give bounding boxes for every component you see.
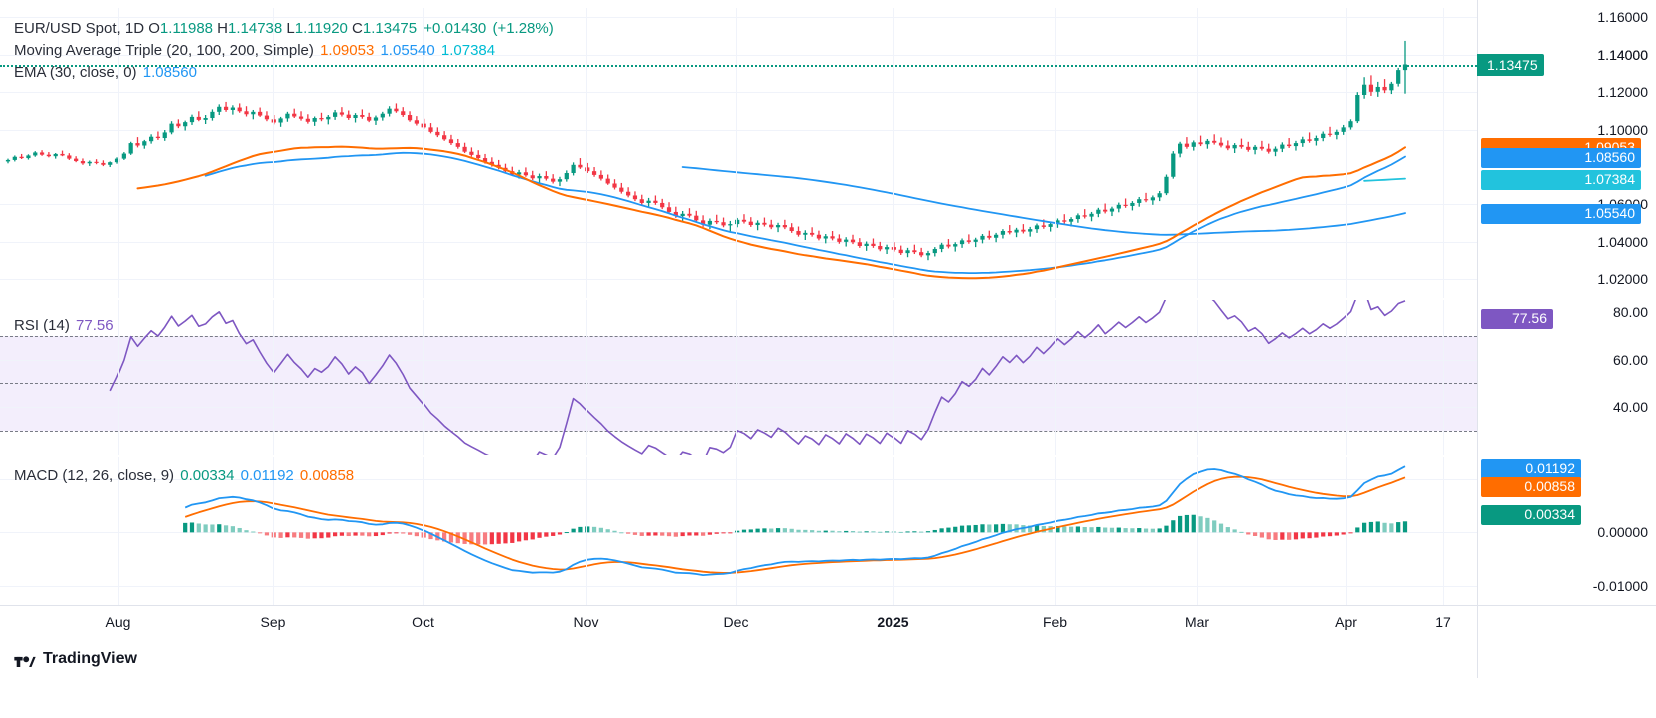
- tradingview-logo-icon: [14, 651, 36, 667]
- time-axis-tick: Oct: [412, 614, 434, 630]
- time-axis-tick: Nov: [573, 614, 599, 630]
- price-tag-value: 1.13475: [1487, 56, 1538, 73]
- indicator-price-badge[interactable]: 1.05540: [1481, 204, 1641, 225]
- rsi-midline: [0, 383, 1477, 385]
- tradingview-logo[interactable]: TradingView: [14, 650, 137, 668]
- time-grid-line: [893, 300, 894, 455]
- price-axis[interactable]: 1.160001.140001.120001.100001.060001.040…: [1477, 8, 1656, 298]
- time-axis-tick: Sep: [260, 614, 286, 630]
- time-grid-line: [118, 457, 119, 605]
- price-axis-tick: 1.10000: [1597, 121, 1648, 138]
- time-axis-tick: Apr: [1335, 614, 1357, 630]
- rsi-level-line: [0, 335, 1477, 337]
- rsi-plot-area[interactable]: [0, 300, 1477, 455]
- time-grid-line: [736, 457, 737, 605]
- time-grid-line: [1346, 457, 1347, 605]
- time-axis-tick: 17: [1435, 614, 1451, 630]
- grid-line: [0, 532, 1477, 534]
- macd-plot-area[interactable]: [0, 457, 1477, 605]
- time-grid-line: [586, 300, 587, 455]
- time-grid-line: [1055, 8, 1056, 298]
- time-grid-line: [893, 457, 894, 605]
- rsi-line-series: [109, 300, 1406, 455]
- time-grid-line: [1197, 457, 1198, 605]
- time-axis-tick: Mar: [1184, 614, 1210, 630]
- grid-line: [0, 407, 1477, 409]
- time-grid-line: [423, 300, 424, 455]
- time-grid-line: [1443, 457, 1444, 605]
- time-axis-tick: Aug: [105, 614, 131, 630]
- time-grid-line: [893, 8, 894, 298]
- time-grid-line: [1443, 8, 1444, 298]
- rsi-axis[interactable]: 60.00 40.00 80.00 77.56: [1477, 300, 1656, 455]
- time-grid-line: [118, 8, 119, 298]
- current-price-tag[interactable]: EUR/USD1.13475: [1477, 53, 1544, 76]
- time-grid-line: [1443, 300, 1444, 455]
- grid-line: [0, 204, 1477, 206]
- time-grid-line: [423, 8, 424, 298]
- time-grid-line: [1055, 300, 1056, 455]
- time-axis-tick: Dec: [723, 614, 749, 630]
- grid-line: [0, 359, 1477, 361]
- time-grid-line: [1055, 457, 1056, 605]
- macd-series: [183, 465, 1408, 576]
- rsi-axis-tick: 40.00: [1612, 399, 1648, 416]
- time-grid-line: [1346, 8, 1347, 298]
- rsi-axis-tick: 60.00: [1612, 351, 1648, 368]
- grid-line: [0, 54, 1477, 56]
- indicator-price-badge[interactable]: 1.07384: [1481, 169, 1641, 190]
- time-grid-line: [736, 300, 737, 455]
- price-axis-tick: 1.04000: [1597, 233, 1648, 250]
- grid-line: [0, 129, 1477, 131]
- price-axis-tick: 1.14000: [1597, 46, 1648, 63]
- price-axis-tick: 1.12000: [1597, 84, 1648, 101]
- grid-line: [0, 17, 1477, 19]
- macd-axis-tick: 0.00000: [1597, 524, 1648, 541]
- macd-axis-tick: -0.01000: [1592, 578, 1648, 595]
- indicator-price-badge[interactable]: 1.08560: [1481, 147, 1641, 168]
- price-plot-area[interactable]: [0, 8, 1477, 298]
- time-grid-line: [736, 8, 737, 298]
- rsi-value-badge[interactable]: 77.56: [1481, 308, 1553, 329]
- macd-pane[interactable]: 0.00000 -0.01000 0.01192 0.00858 0.00334: [0, 457, 1656, 605]
- time-grid-line: [273, 457, 274, 605]
- price-pane[interactable]: 1.160001.140001.120001.100001.060001.040…: [0, 8, 1656, 298]
- time-grid-line: [273, 300, 274, 455]
- axis-separator: [1477, 0, 1478, 678]
- price-axis-tick: 1.14000: [1597, 46, 1648, 63]
- macd-value-badge[interactable]: 0.00858: [1481, 477, 1581, 498]
- time-grid-line: [423, 457, 424, 605]
- time-grid-line: [273, 8, 274, 298]
- time-grid-line: [586, 457, 587, 605]
- time-axis[interactable]: Aug Sep Oct Nov Dec 2025 Feb Mar Apr 17: [0, 608, 1656, 642]
- rsi-axis-tick: 80.00: [1612, 303, 1648, 320]
- macd-axis[interactable]: 0.00000 -0.01000 0.01192 0.00858 0.00334: [1477, 457, 1656, 605]
- grid-line: [0, 92, 1477, 94]
- grid-line: [0, 279, 1477, 281]
- rsi-pane[interactable]: 60.00 40.00 80.00 77.56: [0, 300, 1656, 455]
- grid-line: [0, 241, 1477, 243]
- candlestick-series: [5, 40, 1408, 280]
- price-axis-tick: 1.16000: [1597, 9, 1648, 26]
- time-grid-line: [1346, 300, 1347, 455]
- time-grid-line: [1197, 8, 1198, 298]
- current-price-line: [0, 64, 1477, 67]
- price-axis-tick: 1.02000: [1597, 271, 1648, 288]
- time-grid-line: [586, 8, 587, 298]
- macd-value-badge[interactable]: 0.00334: [1481, 505, 1581, 526]
- time-grid-line: [1197, 300, 1198, 455]
- time-axis-tick: 2025: [877, 614, 909, 630]
- time-axis-tick: Feb: [1042, 614, 1068, 630]
- time-grid-line: [118, 300, 119, 455]
- bottom-axis-separator: [0, 605, 1656, 606]
- grid-line: [0, 586, 1477, 588]
- macd-value-badge[interactable]: 0.01192: [1481, 459, 1581, 480]
- tradingview-wordmark: TradingView: [43, 650, 137, 667]
- grid-line: [0, 478, 1477, 480]
